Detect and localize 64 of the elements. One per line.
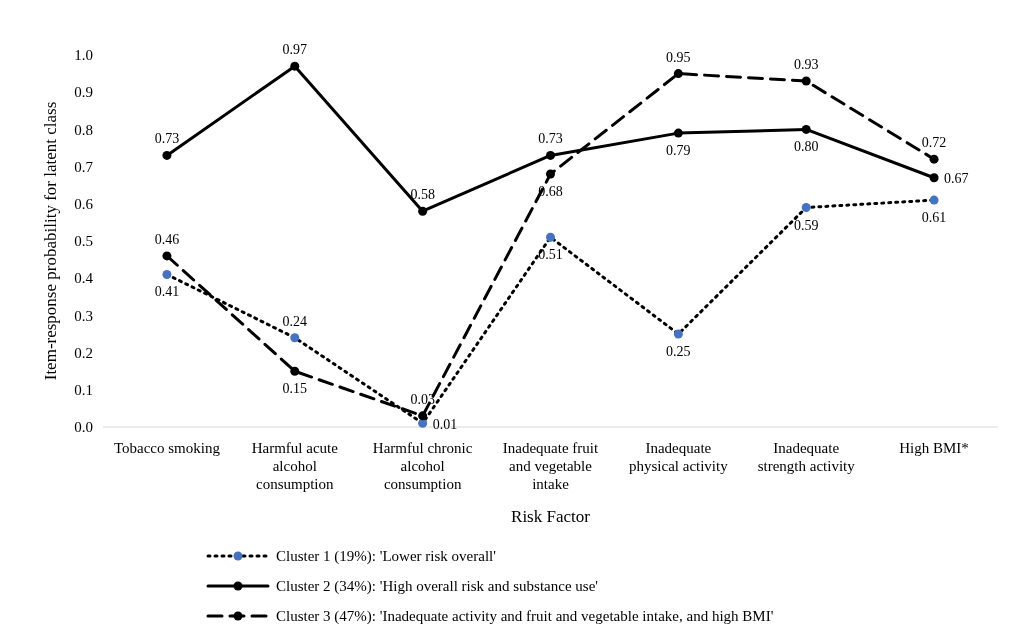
- point: [929, 195, 939, 205]
- x-tick-label: Harmful acute alcohol consumption: [251, 440, 339, 492]
- y-tick-label: 0.7: [74, 158, 94, 175]
- point: [162, 269, 172, 279]
- y-tick-label: 0.4: [74, 270, 94, 287]
- x-axis-title: Risk Factor: [511, 507, 591, 526]
- point: [929, 173, 939, 183]
- point: [929, 154, 939, 164]
- point: [673, 128, 683, 138]
- data-label: 0.03: [410, 391, 435, 407]
- point: [801, 203, 811, 213]
- legend-label: Cluster 1 (19%): 'Lower risk overall': [276, 548, 497, 566]
- y-tick-label: 0.6: [74, 196, 94, 213]
- point: [162, 251, 172, 261]
- x-tick-label: Harmful chronic alcohol consumption: [372, 440, 473, 492]
- data-label: 0.61: [921, 210, 947, 226]
- point: [673, 329, 683, 339]
- data-label: 0.73: [538, 131, 563, 147]
- y-tick-label: 0.1: [74, 382, 93, 399]
- data-label: 0.67: [944, 170, 969, 186]
- legend-label: Cluster 3 (47%): 'Inadequate activity and fruit and vegetable intake, and high BMI': [276, 608, 774, 626]
- data-label: 0.58: [410, 187, 435, 203]
- data-label: 0.97: [282, 42, 308, 58]
- data-label: 0.15: [282, 381, 308, 397]
- point: [418, 418, 428, 428]
- data-label: 0.25: [666, 344, 691, 359]
- point: [546, 169, 555, 179]
- y-tick-label: 0.3: [74, 307, 93, 324]
- point: [673, 69, 683, 79]
- data-label: 0.51: [538, 247, 563, 263]
- x-tick-label: Tobacco smoking: [113, 440, 221, 456]
- data-label: 0.73: [154, 131, 180, 147]
- data-label: 0.24: [282, 313, 308, 329]
- data-label: 0.72: [921, 135, 947, 151]
- data-label: 0.93: [793, 57, 819, 73]
- point: [290, 333, 300, 343]
- data-label: 0.01: [432, 417, 458, 433]
- data-label: 0.59: [793, 217, 819, 233]
- point: [801, 124, 811, 134]
- point: [162, 150, 172, 160]
- point: [546, 150, 555, 160]
- legend-label: Cluster 2 (34%): 'High overall risk and substance use': [276, 578, 599, 596]
- x-tick-label: Inadequate strength activity: [757, 440, 856, 474]
- x-tick-label: High BMI*: [899, 440, 969, 456]
- data-label: 0.41: [154, 284, 180, 300]
- x-tick-label: Inadequate physical activity: [628, 440, 729, 474]
- y-tick-label: 0.2: [74, 344, 93, 361]
- data-label: 0.95: [666, 49, 691, 65]
- y-tick-label: 0.5: [74, 233, 93, 250]
- data-label: 0.79: [666, 143, 691, 159]
- point: [418, 206, 428, 216]
- point: [546, 232, 555, 242]
- y-tick-label: 0.8: [74, 121, 93, 138]
- y-axis-title: Item-response probability for latent class: [41, 101, 60, 381]
- y-tick-label: 1.0: [74, 47, 93, 64]
- point: [418, 411, 428, 421]
- point: [290, 61, 300, 71]
- point: [290, 366, 300, 376]
- data-label: 0.80: [793, 139, 819, 155]
- data-label: 0.46: [154, 231, 180, 247]
- y-tick-label: 0.0: [74, 419, 93, 436]
- x-tick-label: Inadequate fruit and vegetable intake: [502, 440, 600, 492]
- point: [801, 76, 811, 86]
- y-tick-label: 0.9: [74, 84, 93, 101]
